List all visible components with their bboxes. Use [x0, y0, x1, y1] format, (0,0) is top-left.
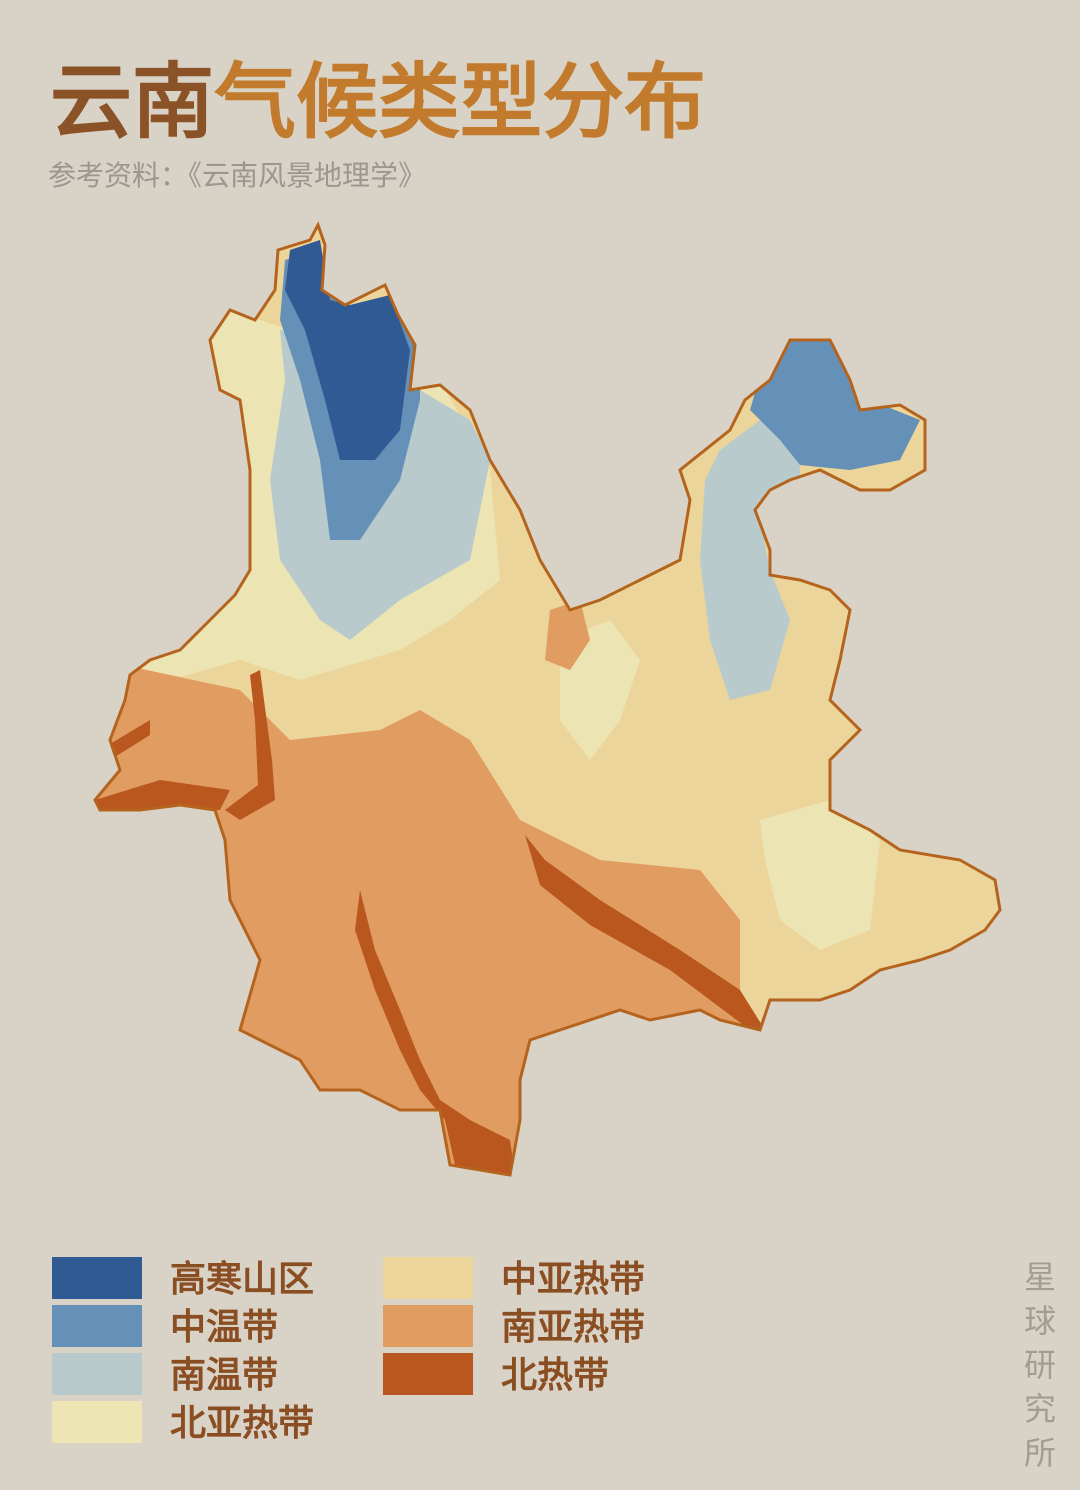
watermark-char: 研: [1024, 1346, 1056, 1384]
legend-swatch: [52, 1257, 142, 1299]
legend-label: 北亚热带: [170, 1402, 314, 1444]
climate-zone: [95, 780, 230, 812]
legend-label: 中亚热带: [501, 1258, 645, 1300]
watermark-char: 所: [1024, 1434, 1056, 1472]
legend-label: 南亚热带: [501, 1306, 645, 1348]
watermark-char: 星: [1024, 1258, 1056, 1296]
title-lead: 云南: [50, 54, 214, 150]
watermark-char: 究: [1024, 1390, 1056, 1428]
climate-zone: [225, 670, 275, 820]
legend-label: 北热带: [501, 1354, 609, 1396]
legend-swatch: [383, 1353, 473, 1395]
legend-label: 高寒山区: [170, 1258, 314, 1300]
legend-label: 中温带: [170, 1306, 278, 1348]
title: 云南气候类型分布: [50, 54, 706, 150]
legend-swatch: [383, 1257, 473, 1299]
legend-label: 南温带: [170, 1354, 278, 1396]
climate-zone: [355, 890, 515, 1175]
watermark-char: 球: [1024, 1302, 1056, 1340]
climate-zone: [525, 835, 765, 1030]
climate-zone: [545, 600, 590, 670]
source: 参考资料：《云南风景地理学》: [48, 159, 426, 192]
legend-swatch: [52, 1401, 142, 1443]
climate-zone: [760, 800, 880, 950]
legend-swatch: [52, 1305, 142, 1347]
climate-zone: [750, 340, 920, 470]
legend-swatch: [383, 1305, 473, 1347]
legend-swatch: [52, 1353, 142, 1395]
title-rest: 气候类型分布: [214, 54, 706, 150]
climate-zone: [285, 240, 410, 460]
